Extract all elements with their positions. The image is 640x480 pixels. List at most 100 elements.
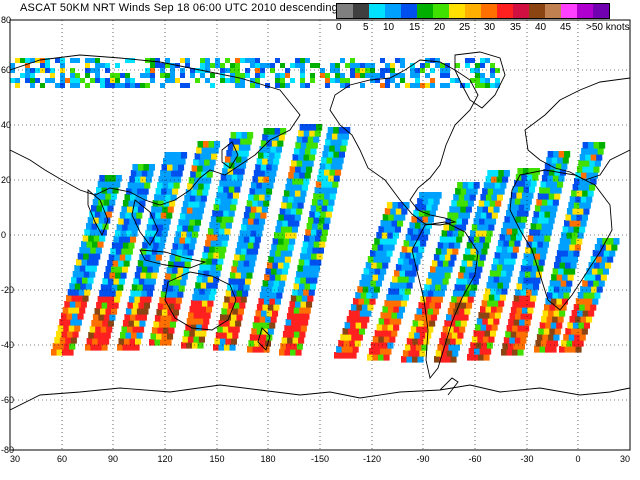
wind-cell — [465, 284, 472, 291]
wind-cell — [105, 308, 112, 315]
legend-swatch — [449, 4, 465, 18]
wind-cell — [187, 336, 194, 343]
wind-cell — [266, 140, 273, 147]
wind-cell — [163, 200, 170, 207]
wind-cell — [480, 212, 487, 219]
wind-cell — [541, 175, 548, 182]
wind-cell — [391, 312, 398, 319]
wind-cell — [267, 134, 274, 141]
wind-cell — [290, 63, 295, 68]
wind-cell — [435, 58, 440, 63]
wind-cell — [381, 250, 388, 257]
wind-cell — [30, 58, 35, 63]
wind-cell — [90, 247, 97, 254]
wind-cell — [578, 160, 585, 167]
wind-cell — [264, 146, 271, 153]
wind-cell — [593, 142, 600, 149]
wind-cell — [523, 277, 530, 284]
wind-cell — [153, 218, 160, 225]
wind-cell — [455, 63, 460, 68]
wind-cell — [410, 252, 417, 259]
wind-cell — [493, 318, 500, 325]
wind-cell — [596, 154, 603, 161]
wind-cell — [359, 280, 366, 287]
wind-cell — [369, 268, 376, 275]
wind-cell — [438, 290, 445, 297]
wind-cell — [152, 266, 159, 273]
wind-cell — [82, 295, 89, 302]
wind-cell — [485, 176, 492, 183]
wind-cell — [196, 147, 203, 154]
wind-cell — [439, 254, 446, 261]
wind-cell — [325, 73, 330, 78]
wind-cell — [270, 316, 277, 323]
wind-cell — [196, 189, 203, 196]
wind-cell — [139, 200, 146, 207]
wind-cell — [96, 187, 103, 194]
wind-cell — [329, 169, 336, 176]
wind-cell — [564, 220, 571, 227]
wind-cell — [475, 248, 482, 255]
wind-cell — [292, 313, 299, 320]
wind-cell — [72, 313, 79, 320]
wind-cell — [90, 78, 95, 83]
wind-cell — [300, 63, 305, 68]
wind-cell — [325, 139, 332, 146]
wind-cell — [103, 181, 110, 188]
wind-cell — [259, 340, 266, 347]
coastline-indochina — [131, 199, 159, 246]
wind-cell — [25, 73, 30, 78]
wind-cell — [330, 68, 335, 73]
wind-cell — [318, 217, 325, 224]
wind-cell — [163, 158, 170, 165]
wind-cell — [300, 83, 305, 88]
wind-cell — [299, 283, 306, 290]
wind-cell — [235, 83, 240, 88]
wind-cell — [201, 147, 208, 154]
wind-cell — [466, 242, 473, 249]
wind-cell — [107, 320, 114, 327]
wind-cell — [210, 83, 215, 88]
wind-cell — [327, 127, 334, 134]
wind-cell — [190, 300, 197, 307]
wind-cell — [492, 170, 499, 177]
wind-cell — [255, 73, 260, 78]
wind-cell — [250, 58, 255, 63]
wind-cell — [567, 274, 574, 281]
wind-cell — [333, 127, 340, 134]
wind-cell — [213, 252, 220, 259]
wind-cell — [576, 190, 583, 197]
wind-cell — [178, 164, 185, 171]
wind-cell — [203, 318, 210, 325]
wind-cell — [175, 231, 182, 238]
wind-cell — [209, 246, 216, 253]
wind-cell — [390, 68, 395, 73]
wind-cell — [160, 68, 165, 73]
wind-cell — [290, 208, 297, 215]
wind-cell — [480, 78, 485, 83]
wind-cell — [58, 343, 65, 350]
wind-cell — [505, 234, 512, 241]
wind-cell — [20, 73, 25, 78]
wind-cell — [415, 78, 420, 83]
wind-cell — [395, 58, 400, 63]
wind-cell — [166, 267, 173, 274]
wind-cell — [195, 306, 202, 313]
wind-cell — [188, 177, 195, 184]
wind-cell — [479, 330, 486, 337]
wind-cell — [470, 266, 477, 273]
wind-cell — [213, 276, 220, 283]
wind-cell — [191, 165, 198, 172]
wind-cell — [474, 348, 481, 355]
wind-cell — [179, 261, 186, 268]
wind-cell — [259, 146, 266, 153]
wind-cell — [514, 198, 521, 205]
wind-cell — [89, 211, 96, 218]
wind-cell — [298, 154, 305, 161]
wind-cell — [125, 212, 132, 219]
wind-cell — [203, 183, 210, 190]
wind-cell — [517, 301, 524, 308]
wind-cell — [275, 73, 280, 78]
wind-cell — [334, 145, 341, 152]
wind-cell — [212, 147, 219, 154]
